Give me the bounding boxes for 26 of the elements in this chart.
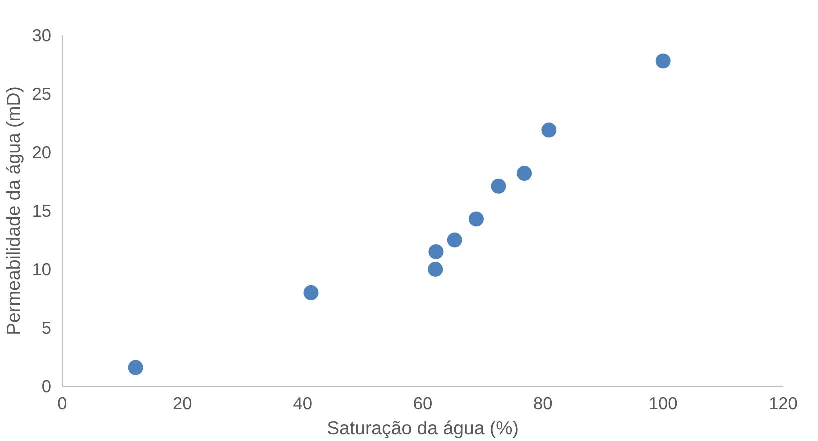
- x-tick-label: 20: [173, 394, 192, 414]
- y-tick-label: 15: [32, 201, 52, 221]
- point: [428, 262, 444, 277]
- x-tick-label: 0: [58, 394, 68, 414]
- y-tick-label: 20: [32, 142, 52, 162]
- x-tick-label: 100: [648, 394, 678, 414]
- y-tick-label: 5: [42, 318, 52, 338]
- y-tick-label: 10: [32, 260, 52, 280]
- x-tick-label: 60: [413, 394, 433, 414]
- point: [428, 244, 444, 260]
- y-tick-label: 0: [42, 376, 52, 396]
- point: [468, 212, 484, 227]
- x-tick-label: 120: [769, 394, 798, 414]
- y-tick-label: 30: [32, 26, 52, 46]
- x-tick-label: 80: [534, 394, 553, 414]
- point: [447, 232, 462, 248]
- point: [128, 360, 144, 376]
- point: [491, 178, 506, 194]
- point: [656, 54, 671, 69]
- x-axis-title: Saturação da água (%): [327, 418, 519, 438]
- point: [517, 166, 532, 182]
- point: [542, 122, 557, 138]
- y-tick-label: 25: [32, 84, 52, 104]
- x-tick-label: 40: [293, 394, 312, 414]
- y-axis-title: Permeabilidade da água (mD): [3, 86, 24, 336]
- point: [304, 285, 319, 300]
